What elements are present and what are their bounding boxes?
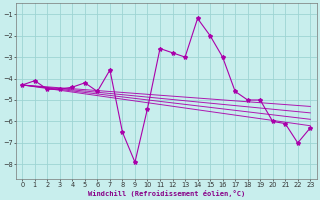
X-axis label: Windchill (Refroidissement éolien,°C): Windchill (Refroidissement éolien,°C) — [88, 190, 245, 197]
